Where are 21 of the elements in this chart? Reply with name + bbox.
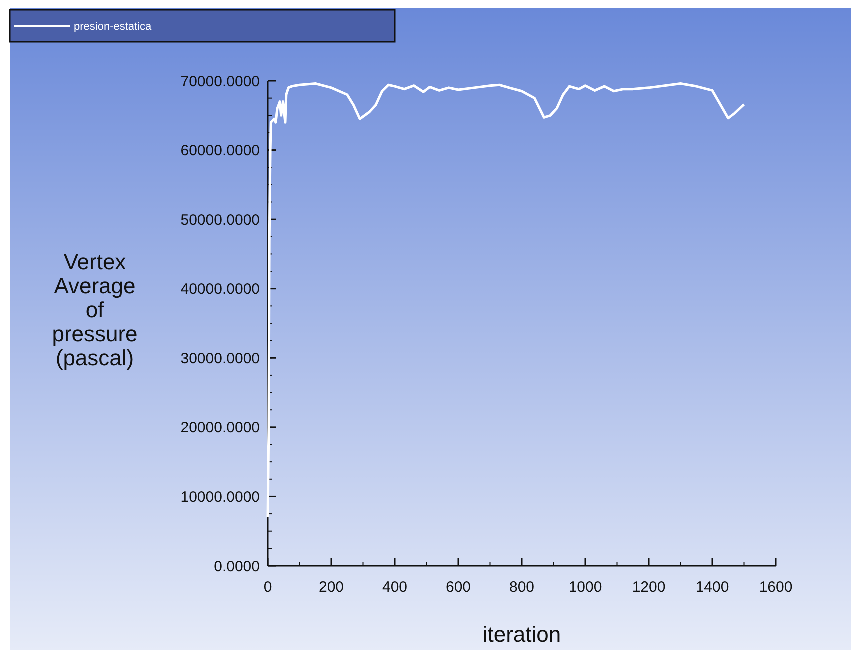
y-tick-label: 70000.0000 <box>180 73 260 90</box>
x-tick-label: 1400 <box>696 579 730 596</box>
y-tick-label: 0.0000 <box>214 558 260 576</box>
x-tick-label: 600 <box>446 579 472 596</box>
x-tick-label: 1000 <box>568 579 602 596</box>
y-tick-label: 50000.0000 <box>180 212 260 229</box>
x-tick-label: 200 <box>318 579 344 596</box>
x-tick-label: 1200 <box>632 579 666 596</box>
x-axis-title: iteration <box>482 622 562 647</box>
y-axis-title: Vertex Average of pressure (pascal) <box>52 250 138 370</box>
x-tick-label: 1600 <box>759 579 793 596</box>
line-series <box>266 82 746 519</box>
y-tick-label: 20000.0000 <box>180 420 260 437</box>
y-tick-label: 60000.0000 <box>180 142 260 160</box>
text: presion-estatica <box>74 20 153 33</box>
x-tick-label: 0 <box>264 579 272 596</box>
x-tick-label: 800 <box>509 579 535 596</box>
y-tick-label: 10000.0000 <box>180 488 260 506</box>
y-tick-label: 30000.0000 <box>180 350 260 368</box>
y-tick-label: 40000.0000 <box>180 281 260 298</box>
x-tick-label: 400 <box>382 579 408 596</box>
